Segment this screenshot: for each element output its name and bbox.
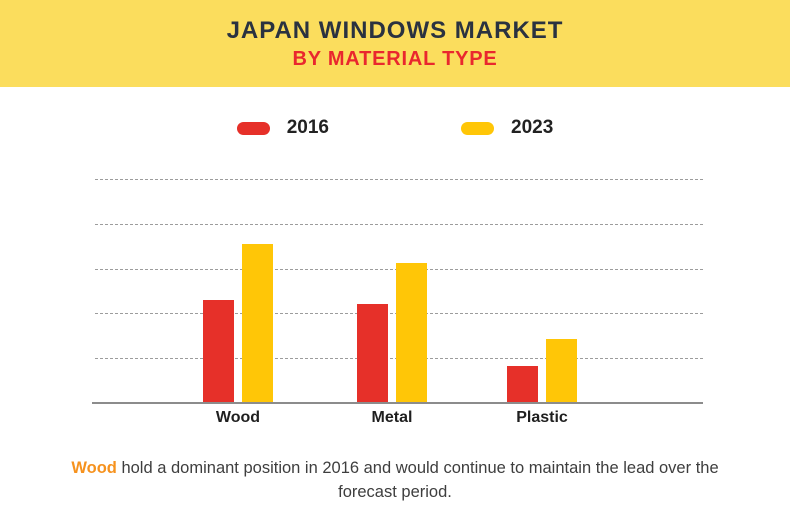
gridline [95,223,703,225]
caption-text: hold a dominant position in 2016 and wou… [116,459,719,501]
caption-highlight: Wood [71,459,117,477]
plot-area [95,179,703,403]
gridline [95,179,703,180]
legend-swatch-2016-icon [236,121,270,135]
legend-label-2016: 2016 [286,117,329,138]
bar-metal-2023 [396,263,427,403]
legend-item-2023: 2023 [461,117,553,139]
bar-plastic-2023 [546,339,577,403]
bar-wood-2016 [203,300,234,403]
legend-item-2016: 2016 [236,117,329,139]
legend-swatch-2023-icon [461,121,494,135]
bar-wood-2023 [242,244,273,403]
chart-subtitle: BY MATERIAL TYPE [292,47,498,70]
x-axis-line [92,402,703,404]
x-axis-label-plastic: Plastic [516,409,568,426]
bar-metal-2016 [357,304,388,403]
header: JAPAN WINDOWS MARKET BY MATERIAL TYPE [0,0,790,87]
legend-label-2023: 2023 [511,117,554,138]
x-axis-label-wood: Wood [215,409,261,426]
x-axis-label-metal: Metal [371,409,413,426]
legend: 2016 2023 [0,113,790,143]
chart-title: JAPAN WINDOWS MARKET [226,17,564,45]
caption: Wood hold a dominant position in 2016 an… [45,456,745,504]
bar-plastic-2016 [507,366,538,403]
